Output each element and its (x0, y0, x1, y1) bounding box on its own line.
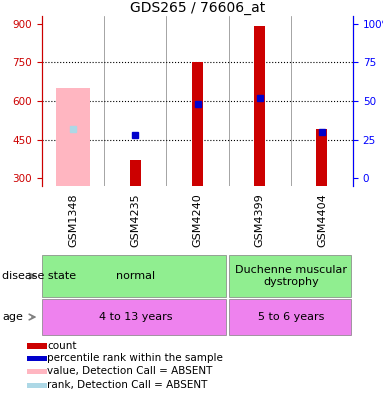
Bar (56, 88, 90, 186)
Text: count: count (47, 341, 77, 351)
Text: normal: normal (116, 271, 155, 281)
Text: GSM1348: GSM1348 (68, 193, 78, 247)
Text: disease state: disease state (2, 271, 76, 281)
Bar (42, 299, 226, 335)
Text: value, Detection Call = ABSENT: value, Detection Call = ABSENT (47, 366, 213, 376)
Bar (229, 299, 350, 335)
Text: GSM4399: GSM4399 (255, 193, 265, 247)
Bar (26, 356, 47, 361)
Bar (42, 255, 226, 297)
Bar (316, 129, 327, 186)
Text: age: age (2, 312, 23, 322)
Text: percentile rank within the sample: percentile rank within the sample (47, 354, 223, 364)
Text: GSM4404: GSM4404 (317, 193, 327, 247)
Text: 5 to 6 years: 5 to 6 years (258, 312, 324, 322)
Bar (26, 369, 47, 374)
Bar (229, 255, 350, 297)
Text: GSM4235: GSM4235 (130, 193, 140, 247)
Title: GDS265 / 76606_at: GDS265 / 76606_at (130, 1, 265, 15)
Bar (254, 27, 265, 186)
Text: rank, Detection Call = ABSENT: rank, Detection Call = ABSENT (47, 380, 208, 390)
Text: Duchenne muscular
dystrophy: Duchenne muscular dystrophy (235, 265, 347, 287)
Text: GSM4240: GSM4240 (193, 193, 203, 247)
Bar (26, 343, 47, 349)
Bar (130, 160, 141, 186)
Text: 4 to 13 years: 4 to 13 years (98, 312, 172, 322)
Bar (192, 63, 203, 186)
Bar (26, 383, 47, 388)
